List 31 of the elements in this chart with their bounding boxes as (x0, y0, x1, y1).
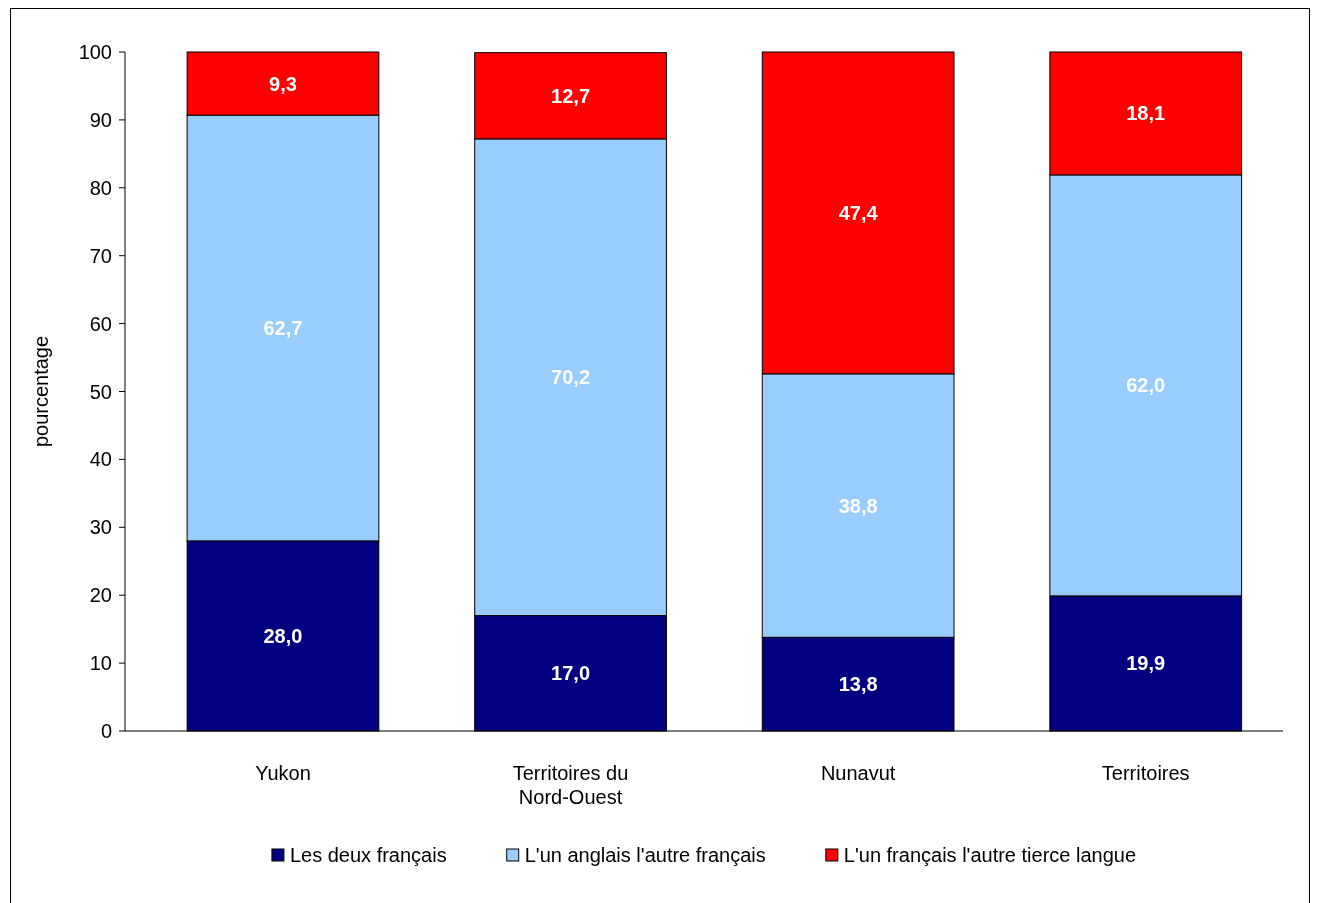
data-label: 28,0 (263, 624, 303, 647)
data-label: 13,8 (838, 673, 878, 696)
y-tick-label: 80 (89, 176, 112, 199)
data-label: 9,3 (269, 72, 297, 95)
x-tick-label: Nunavut (820, 762, 896, 784)
y-tick-label: 30 (89, 516, 112, 539)
x-tick-label: Territoires (1101, 762, 1190, 784)
data-label: 17,0 (551, 662, 591, 685)
data-label: 38,8 (838, 494, 878, 517)
y-tick-label: 50 (89, 380, 112, 403)
y-axis-title: pourcentage (30, 335, 52, 448)
data-label: 19,9 (1126, 652, 1166, 675)
data-label: 47,4 (838, 201, 879, 224)
data-label: 70,2 (551, 366, 591, 389)
y-tick-label: 10 (89, 652, 112, 675)
legend-label: Les deux français (289, 844, 447, 866)
y-tick-label: 40 (89, 448, 112, 471)
y-tick-label: 70 (89, 244, 112, 267)
data-label: 62,7 (263, 317, 303, 340)
x-tick-label: Territoires du Nord-Ouest (512, 762, 629, 808)
legend-label: L'un anglais l'autre français (524, 844, 766, 866)
y-tick-label: 20 (89, 584, 112, 607)
data-label: 18,1 (1126, 102, 1166, 125)
x-tick-label: Yukon (255, 762, 311, 784)
legend-label: L'un français l'autre tierce langue (843, 844, 1137, 866)
data-label: 12,7 (551, 84, 591, 107)
y-tick-label: 60 (89, 312, 112, 335)
y-tick-label: 100 (78, 41, 112, 63)
y-tick-label: 0 (100, 720, 112, 742)
data-label: 62,0 (1126, 374, 1166, 397)
y-tick-label: 90 (89, 108, 112, 131)
